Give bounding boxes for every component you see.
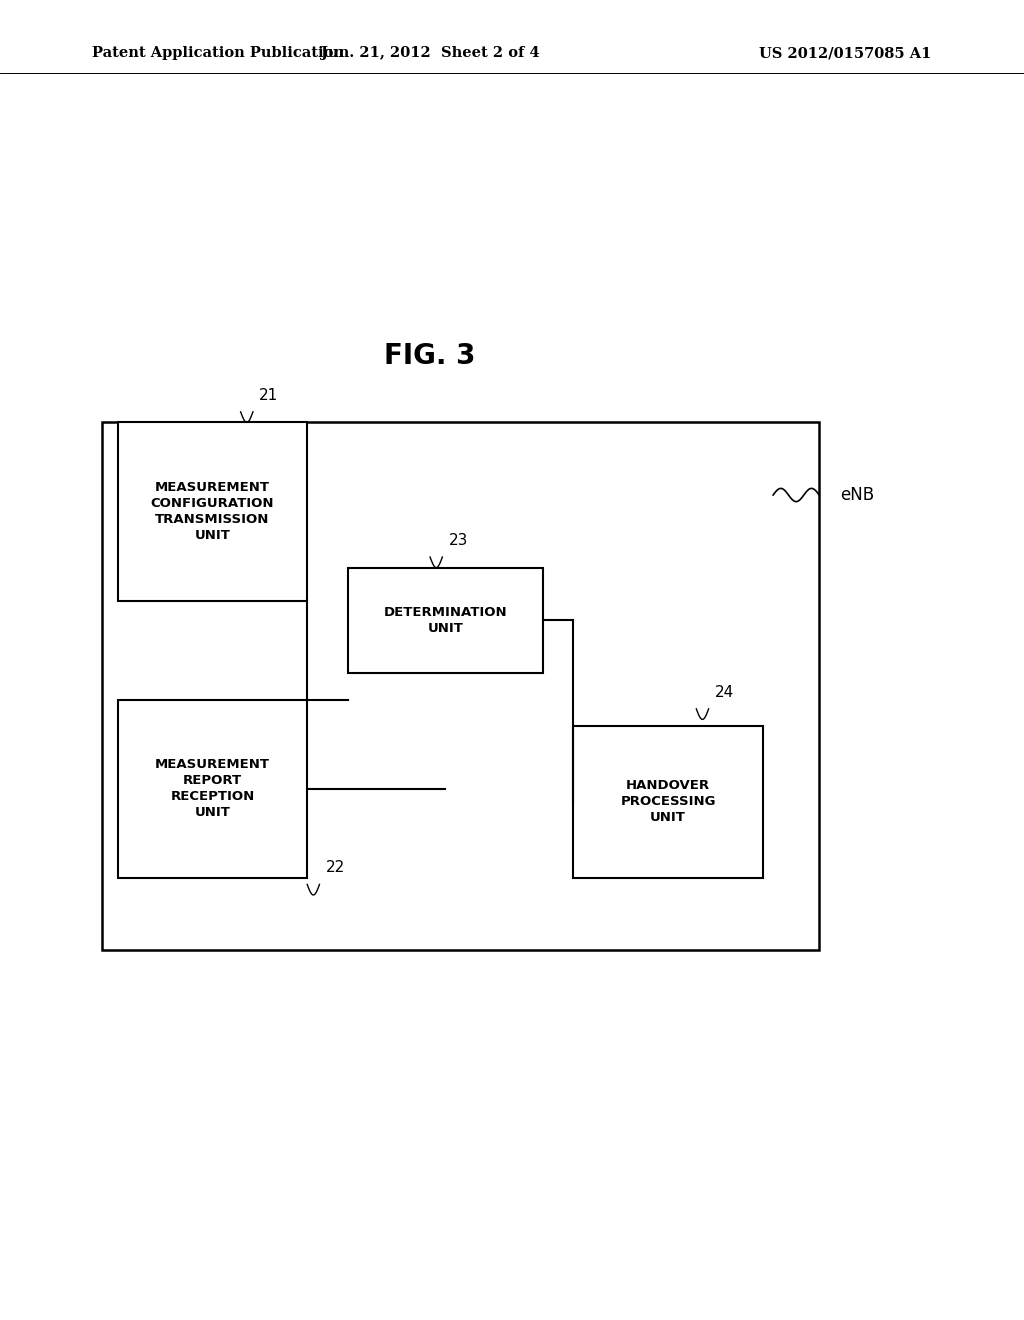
FancyBboxPatch shape xyxy=(102,422,819,950)
Text: eNB: eNB xyxy=(840,486,873,504)
FancyBboxPatch shape xyxy=(118,700,307,878)
Text: US 2012/0157085 A1: US 2012/0157085 A1 xyxy=(760,46,932,61)
Text: HANDOVER
PROCESSING
UNIT: HANDOVER PROCESSING UNIT xyxy=(621,779,716,825)
Text: MEASUREMENT
CONFIGURATION
TRANSMISSION
UNIT: MEASUREMENT CONFIGURATION TRANSMISSION U… xyxy=(151,480,274,543)
FancyBboxPatch shape xyxy=(118,422,307,601)
Text: Patent Application Publication: Patent Application Publication xyxy=(92,46,344,61)
Text: Jun. 21, 2012  Sheet 2 of 4: Jun. 21, 2012 Sheet 2 of 4 xyxy=(321,46,540,61)
Text: MEASUREMENT
REPORT
RECEPTION
UNIT: MEASUREMENT REPORT RECEPTION UNIT xyxy=(155,758,270,820)
Text: 23: 23 xyxy=(449,533,468,548)
Text: FIG. 3: FIG. 3 xyxy=(384,342,476,370)
FancyBboxPatch shape xyxy=(573,726,763,878)
Text: 21: 21 xyxy=(259,388,279,403)
Text: DETERMINATION
UNIT: DETERMINATION UNIT xyxy=(384,606,507,635)
Text: 22: 22 xyxy=(326,861,345,875)
Text: 24: 24 xyxy=(715,685,734,700)
FancyBboxPatch shape xyxy=(348,568,543,673)
